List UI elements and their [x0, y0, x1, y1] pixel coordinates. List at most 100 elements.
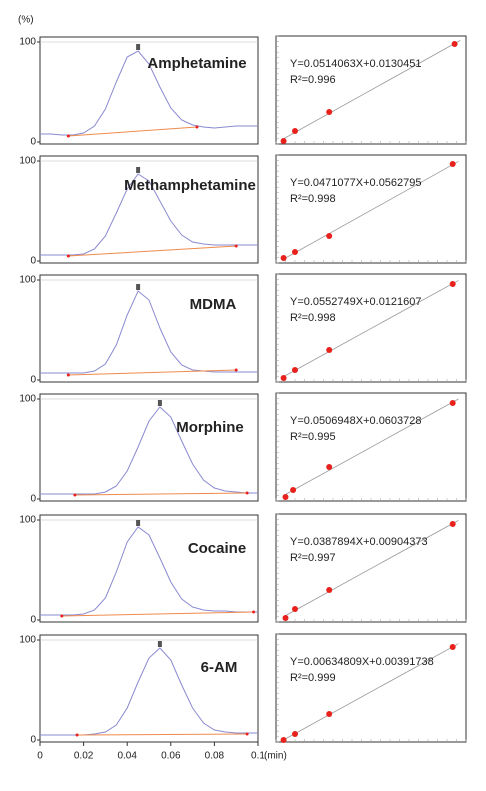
annotation: R²=0.998	[290, 193, 336, 205]
annotation: Y=0.00634809X+0.00391738	[290, 656, 434, 668]
fit-line	[285, 398, 459, 495]
x-tick-label: 0.04	[117, 751, 137, 762]
plot-frame	[275, 513, 467, 623]
annotation: Y=0.0506948X+0.0603728	[290, 415, 422, 427]
y-tick-label: 100	[19, 515, 36, 526]
y-tick-label: 0	[30, 137, 36, 148]
series-line	[68, 126, 197, 137]
baseline-point	[252, 610, 256, 614]
point	[451, 41, 458, 47]
chart-title: 6-AM	[201, 659, 238, 676]
annotation: Y=0.0552749X+0.0121607	[290, 296, 422, 308]
fit-line	[283, 40, 461, 140]
annotation: Y=0.0387894X+0.00904373	[290, 536, 428, 548]
baseline-point	[195, 125, 199, 129]
point	[449, 161, 456, 167]
point	[292, 731, 298, 737]
point	[292, 367, 298, 373]
chart-title: Cocaine	[188, 540, 246, 557]
fit-line	[283, 643, 459, 741]
peak-flag	[136, 44, 141, 50]
point	[449, 400, 456, 406]
point	[290, 487, 297, 493]
point	[326, 233, 333, 239]
annotation: R²=0.999	[290, 672, 336, 684]
series-line	[74, 492, 248, 496]
annotation: R²=0.996	[290, 74, 336, 86]
baseline-point	[66, 254, 70, 258]
chart-title: Methamphetamine	[124, 177, 256, 194]
point	[280, 138, 287, 144]
point	[292, 606, 298, 612]
y-tick-label: 0	[30, 256, 36, 267]
peak-flag	[157, 400, 162, 406]
y-tick-label: 100	[19, 37, 36, 48]
y-tick-label: 0	[30, 494, 36, 505]
baseline-point	[73, 493, 77, 497]
point	[326, 711, 333, 717]
point	[292, 128, 298, 134]
y-tick-label: 0	[30, 375, 36, 386]
point	[292, 249, 298, 255]
point	[326, 109, 333, 115]
fit-line	[285, 520, 459, 616]
chart-title: Amphetamine	[147, 55, 246, 72]
baseline-point	[245, 491, 249, 495]
y-tick-label: 100	[19, 635, 36, 646]
plot-frame	[39, 393, 259, 502]
annotation: Y=0.0471077X+0.0562795	[290, 177, 422, 189]
point	[326, 464, 333, 470]
plot-frame	[275, 273, 467, 383]
annotation: R²=0.998	[290, 312, 336, 324]
x-axis-label: (min)	[264, 751, 287, 762]
peak-flag	[136, 167, 141, 173]
peak-flag	[136, 520, 141, 526]
annotation: R²=0.997	[290, 552, 336, 564]
y-tick-label: 100	[19, 394, 36, 405]
x-tick-label: 0.06	[161, 751, 181, 762]
y-axis-label: (%)	[18, 15, 34, 26]
baseline-point	[66, 373, 70, 377]
plot-frame	[39, 514, 259, 623]
series-line	[61, 611, 254, 617]
peak-flag	[157, 641, 162, 647]
chart-title: Morphine	[176, 419, 244, 436]
plot-frame	[39, 634, 259, 743]
point	[326, 347, 333, 353]
peak-flag	[136, 284, 141, 290]
annotation: R²=0.995	[290, 431, 336, 443]
plot-frame	[39, 36, 259, 145]
point	[280, 375, 287, 381]
series-line	[40, 406, 258, 495]
series-line	[77, 733, 248, 736]
y-tick-label: 100	[19, 156, 36, 167]
point	[282, 615, 289, 621]
baseline-point	[60, 614, 64, 618]
x-tick-label: 0.1	[251, 751, 265, 762]
plot-frame	[275, 154, 467, 264]
y-tick-label: 0	[30, 735, 36, 746]
baseline-point	[245, 732, 249, 736]
x-tick-label: 0.02	[74, 751, 94, 762]
baseline-point	[234, 368, 238, 372]
x-tick-label: 0.08	[205, 751, 225, 762]
y-tick-label: 0	[30, 615, 36, 626]
plot-frame	[39, 274, 259, 383]
plot-frame	[275, 633, 467, 743]
baseline-point	[66, 134, 70, 138]
point	[282, 494, 289, 500]
point	[449, 281, 456, 287]
x-tick-label: 0	[37, 751, 43, 762]
point	[280, 255, 287, 261]
series-line	[68, 369, 237, 376]
point	[449, 644, 456, 650]
series-line	[40, 173, 258, 256]
point	[280, 737, 287, 743]
series-line	[40, 290, 258, 374]
fit-line	[283, 161, 459, 260]
chart-title: MDMA	[190, 296, 237, 313]
fit-line	[283, 280, 459, 377]
point	[326, 587, 333, 593]
baseline-point	[75, 733, 79, 737]
